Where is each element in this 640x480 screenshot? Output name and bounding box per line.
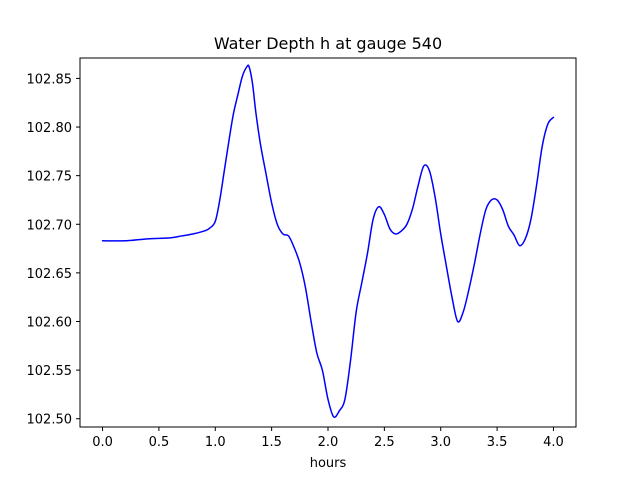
y-tick-label: 102.70 (27, 218, 73, 233)
x-tick-label: 0.5 (149, 435, 170, 450)
x-axis: 0.0 0.5 1.0 1.5 2.0 2.5 3.0 3.5 4.0 (92, 427, 564, 450)
y-tick-label: 102.65 (27, 267, 73, 282)
y-tick-label: 102.80 (27, 121, 73, 136)
y-tick-label: 102.55 (27, 364, 73, 379)
x-tick-label: 3.0 (430, 435, 451, 450)
series-layer (101, 64, 555, 418)
x-tick-label: 0.0 (92, 435, 113, 450)
y-tick-label: 102.60 (27, 316, 73, 331)
x-axis-title: hours (310, 456, 347, 471)
chart-title: Water Depth h at gauge 540 (214, 34, 442, 53)
y-tick-label: 102.50 (27, 413, 73, 428)
y-tick-label: 102.85 (27, 72, 73, 87)
y-axis: 102.50 102.55 102.60 102.65 102.70 102.75 102.… (27, 72, 80, 428)
x-tick-label: 2.5 (374, 435, 395, 450)
x-tick-label: 3.5 (487, 435, 508, 450)
x-tick-label: 4.0 (543, 435, 564, 450)
x-tick-label: 1.5 (261, 435, 282, 450)
x-tick-label: 2.0 (318, 435, 339, 450)
x-tick-label: 1.0 (205, 435, 226, 450)
y-tick-label: 102.75 (27, 170, 73, 185)
series-line (101, 64, 555, 418)
